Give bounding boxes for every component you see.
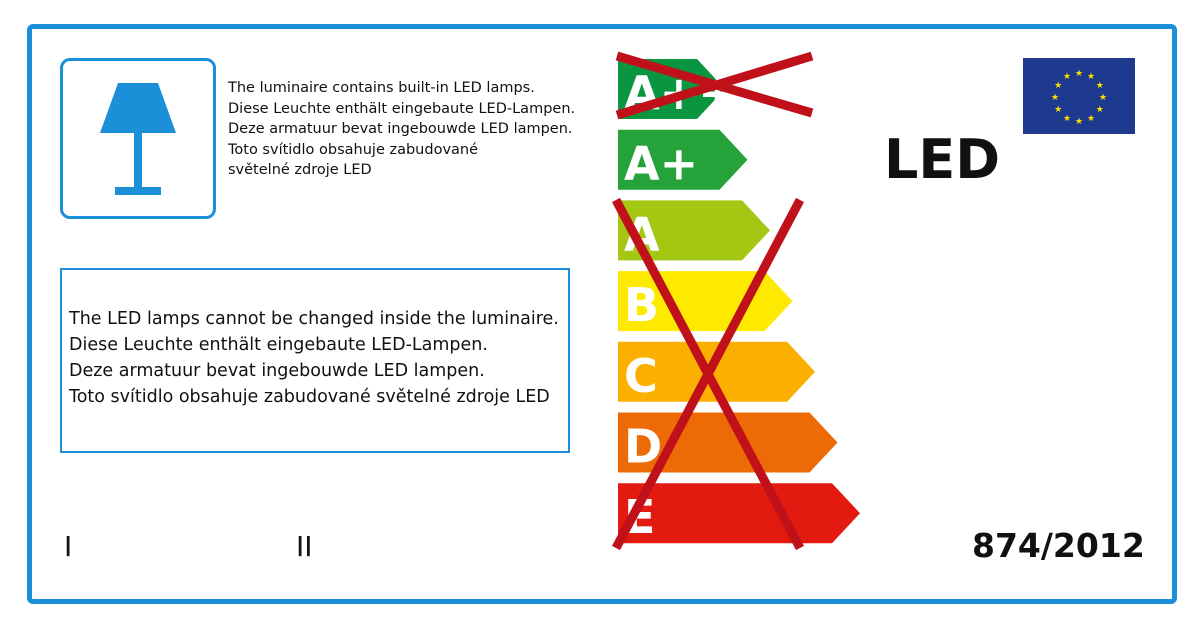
energy-class-bar [618,412,838,473]
cross-out-mark [615,51,814,120]
regulation-number: 874/2012 [972,526,1145,565]
info-line: Diese Leuchte enthält eingebaute LED-Lam… [228,100,576,117]
label-frame [27,24,1177,604]
energy-class-label: A+ [624,137,698,191]
eu-star: ★ [1063,114,1071,124]
eu-star: ★ [1075,69,1083,79]
info-line: světelné zdroje LED [228,162,372,178]
eu-star: ★ [1096,105,1104,115]
notice-line: Toto svítidlo obsahuje zabudované světel… [69,387,550,407]
eu-star: ★ [1051,93,1059,103]
notice-box [60,268,570,453]
energy-class-bar [618,200,770,261]
led-label: LED [884,128,1001,191]
eu-star: ★ [1096,81,1104,91]
info-line: The luminaire contains built-in LED lamp… [228,80,535,96]
info-text: The luminaire contains built-in LED lamp… [228,78,575,181]
notice-text: The LED lamps cannot be changed inside t… [69,306,559,410]
energy-class-label: B [624,278,659,332]
notice-line: Diese Leuchte enthält eingebaute LED-Lam… [69,335,488,355]
info-line: Deze armatuur bevat ingebouwde LED lampe… [228,121,573,137]
eu-star: ★ [1054,105,1062,115]
energy-class-label: C [624,349,658,403]
eu-star: ★ [1054,81,1062,91]
info-line: Toto svítidlo obsahuje zabudované [228,141,479,158]
roman-one: I [64,530,73,563]
lamp-icon-box [60,58,216,219]
eu-star: ★ [1099,93,1107,103]
energy-class-bar [618,341,815,402]
eu-star: ★ [1087,72,1095,82]
cross-out-mark [612,197,804,551]
table-lamp-icon [100,83,176,195]
roman-two: II [296,530,313,563]
eu-star: ★ [1075,117,1083,127]
energy-class-bar [618,483,860,544]
energy-class-bar [618,129,748,190]
eu-star: ★ [1087,114,1095,124]
eu-flag-icon: ★ ★ ★ ★ ★ ★ ★ ★ ★ ★ ★ ★ [1023,58,1135,134]
eu-star: ★ [1063,72,1071,82]
notice-line: Deze armatuur bevat ingebouwde LED lampe… [69,361,485,381]
notice-line: The LED lamps cannot be changed inside t… [69,309,559,329]
